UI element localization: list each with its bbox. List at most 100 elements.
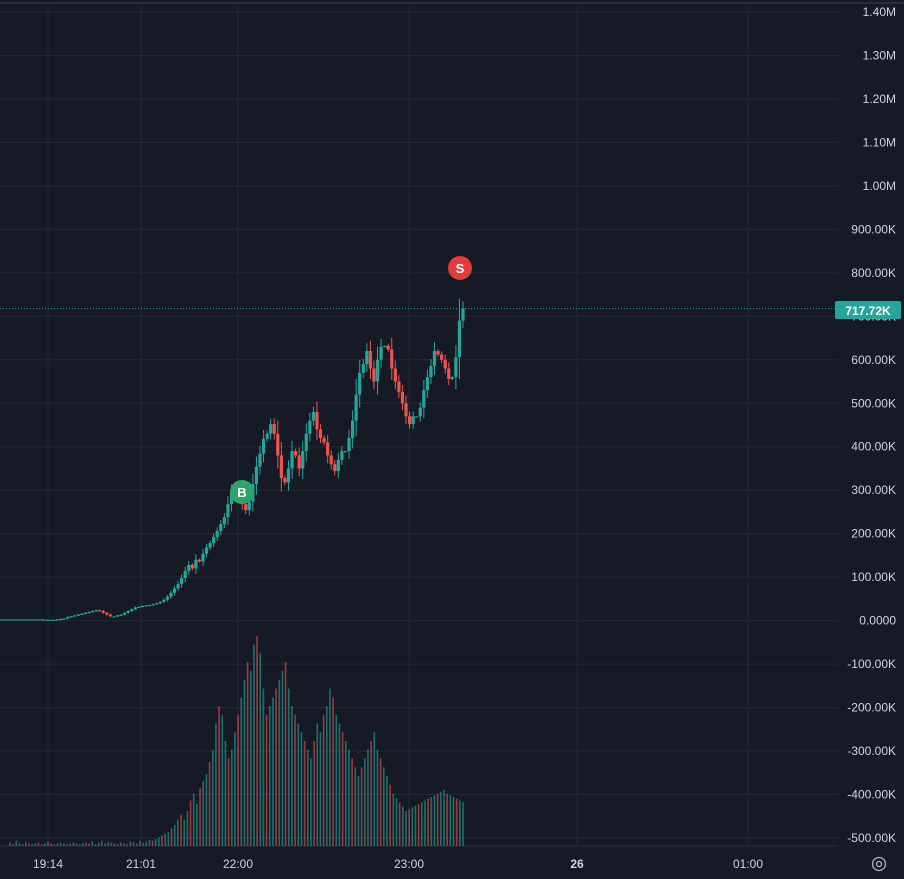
volume-bar bbox=[34, 843, 37, 846]
volume-bar bbox=[376, 749, 379, 846]
candle bbox=[354, 394, 358, 421]
volume-bar bbox=[145, 841, 148, 846]
volume-bar bbox=[28, 843, 30, 846]
volume-bar bbox=[363, 758, 366, 846]
volume-bar bbox=[344, 741, 347, 846]
volume-bar bbox=[44, 843, 46, 846]
volume-bar bbox=[386, 776, 388, 846]
volume-bar bbox=[417, 804, 420, 846]
candle bbox=[0, 619, 2, 621]
volume-bar bbox=[59, 842, 62, 846]
candle bbox=[265, 433, 269, 439]
volume-bar bbox=[154, 839, 157, 846]
sell-marker[interactable]: S bbox=[448, 256, 472, 280]
current-price-label: 717.72K bbox=[845, 304, 891, 318]
candle bbox=[440, 354, 444, 360]
volume-bar bbox=[15, 840, 18, 846]
volume-bar bbox=[325, 706, 328, 846]
candle bbox=[226, 504, 230, 518]
volume-bar bbox=[135, 843, 138, 846]
candle bbox=[62, 618, 66, 620]
candle bbox=[365, 351, 369, 365]
time-tick-label: 22:00 bbox=[223, 857, 253, 871]
time-tick-label: 26 bbox=[570, 857, 584, 871]
volume-bar bbox=[405, 811, 407, 846]
time-tick-label: 23:00 bbox=[394, 857, 424, 871]
buy-marker[interactable]: B bbox=[230, 480, 254, 504]
candle bbox=[375, 359, 380, 382]
candle bbox=[229, 491, 234, 505]
price-tick-label: 400.00K bbox=[851, 440, 896, 454]
volume-bar bbox=[253, 644, 255, 846]
candle bbox=[333, 464, 337, 472]
volume-bar bbox=[265, 714, 268, 846]
candle bbox=[397, 381, 401, 392]
candle bbox=[425, 377, 429, 391]
candle bbox=[393, 368, 397, 382]
volume-bar bbox=[297, 723, 300, 846]
candle bbox=[404, 403, 408, 417]
candle bbox=[276, 433, 280, 456]
candle bbox=[301, 451, 305, 469]
candle bbox=[215, 531, 219, 538]
candle bbox=[415, 416, 419, 418]
volume-bar bbox=[389, 784, 391, 846]
candle bbox=[457, 320, 462, 358]
candle bbox=[87, 611, 91, 614]
volume-bar bbox=[218, 706, 220, 846]
candle bbox=[311, 411, 316, 421]
volume-bar bbox=[158, 837, 160, 846]
volume-bar bbox=[275, 688, 277, 846]
candle bbox=[176, 584, 180, 589]
candle bbox=[358, 372, 362, 395]
volume-bar bbox=[455, 798, 458, 846]
volume-bar bbox=[66, 844, 68, 846]
volume-bar bbox=[287, 688, 290, 846]
candle bbox=[336, 459, 340, 472]
volume-bar bbox=[230, 749, 233, 846]
current-price-tag: 717.72K bbox=[835, 301, 901, 319]
volume-bar bbox=[85, 842, 87, 846]
price-tick-label: 500.00K bbox=[851, 396, 896, 410]
price-tick-label: 900.00K bbox=[851, 222, 896, 236]
volume-bar bbox=[186, 811, 189, 846]
volume-bar bbox=[256, 636, 258, 846]
volume-bar bbox=[300, 732, 303, 846]
candle bbox=[37, 619, 41, 621]
candle bbox=[372, 368, 376, 382]
volume-bar bbox=[120, 842, 122, 846]
candle bbox=[155, 603, 159, 605]
candle bbox=[212, 537, 216, 544]
price-axis[interactable]: 1.40M 1.30M 1.20M 1.10M 1.00M 900.00K 800.00K 7… bbox=[847, 5, 896, 845]
volume-bar bbox=[440, 791, 442, 846]
volume-bar bbox=[94, 844, 97, 846]
volume-bar bbox=[392, 793, 395, 846]
candle bbox=[329, 455, 333, 465]
volume-bar bbox=[31, 844, 33, 846]
candle bbox=[368, 351, 372, 369]
chart-settings-button[interactable] bbox=[868, 854, 890, 874]
candle bbox=[12, 619, 16, 621]
candle bbox=[411, 416, 415, 425]
volume-bar bbox=[21, 844, 24, 846]
candle bbox=[144, 605, 148, 607]
volume-bar bbox=[449, 795, 452, 846]
volume-bar bbox=[97, 842, 100, 846]
volume-bar bbox=[56, 843, 59, 846]
volume-bar bbox=[249, 671, 252, 846]
candle bbox=[76, 614, 80, 616]
volume-bar bbox=[332, 697, 334, 846]
volume-bar bbox=[398, 802, 401, 846]
volume-bar bbox=[211, 749, 214, 846]
volume-bar bbox=[177, 819, 179, 846]
volume-bar bbox=[357, 776, 360, 846]
volume-bar bbox=[306, 749, 309, 846]
volume-bar bbox=[69, 843, 71, 846]
candle bbox=[283, 478, 287, 483]
volume-bar bbox=[310, 758, 312, 846]
candle bbox=[379, 346, 383, 360]
time-axis[interactable]: 19:14 21:01 22:00 23:00 26 01:00 bbox=[33, 857, 763, 871]
candle bbox=[80, 613, 84, 615]
